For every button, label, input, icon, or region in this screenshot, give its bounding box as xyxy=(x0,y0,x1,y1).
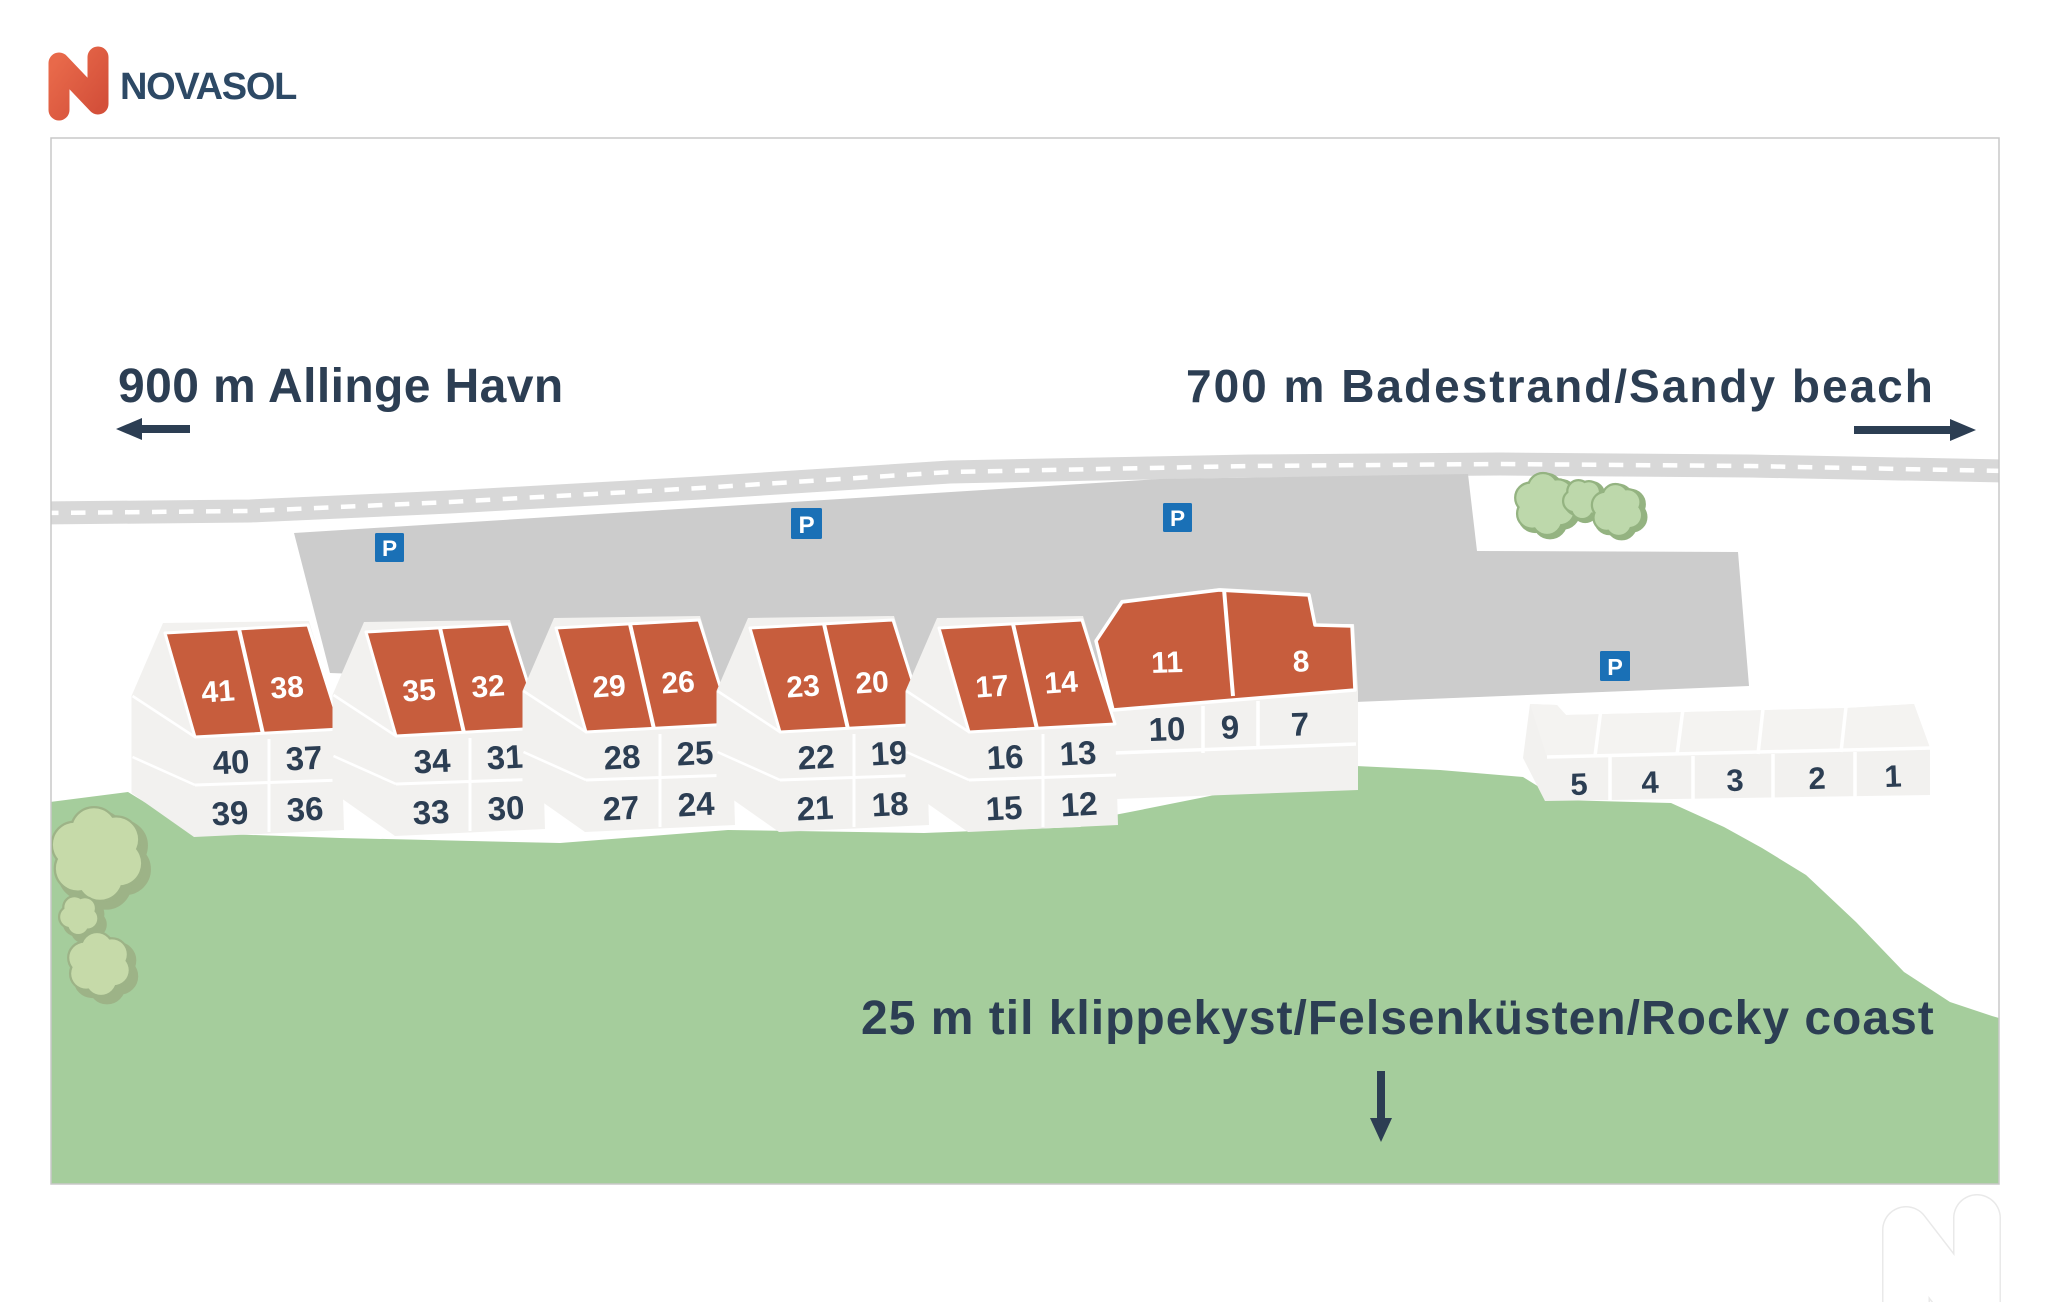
svg-text:12: 12 xyxy=(1060,785,1099,824)
svg-text:15: 15 xyxy=(985,789,1024,828)
svg-text:P: P xyxy=(798,512,814,539)
svg-text:14: 14 xyxy=(1043,665,1079,700)
svg-text:41: 41 xyxy=(200,674,236,709)
svg-text:5: 5 xyxy=(1570,767,1588,803)
svg-text:900 m Allinge Havn: 900 m Allinge Havn xyxy=(118,360,564,413)
svg-text:2: 2 xyxy=(1808,761,1826,797)
svg-text:8: 8 xyxy=(1292,645,1310,679)
svg-text:3: 3 xyxy=(1726,763,1744,799)
svg-text:40: 40 xyxy=(212,743,251,782)
svg-text:4: 4 xyxy=(1641,765,1660,801)
svg-text:9: 9 xyxy=(1220,708,1240,746)
svg-text:P: P xyxy=(1607,654,1623,680)
svg-text:17: 17 xyxy=(974,669,1010,704)
svg-text:38: 38 xyxy=(269,670,305,705)
svg-text:10: 10 xyxy=(1148,710,1186,748)
svg-text:24: 24 xyxy=(677,785,716,824)
svg-text:11: 11 xyxy=(1151,646,1184,680)
svg-text:34: 34 xyxy=(413,742,452,781)
svg-text:31: 31 xyxy=(486,738,525,777)
svg-text:20: 20 xyxy=(854,665,890,700)
svg-text:16: 16 xyxy=(986,738,1025,777)
svg-text:21: 21 xyxy=(796,789,835,828)
svg-text:22: 22 xyxy=(797,738,836,777)
svg-text:23: 23 xyxy=(785,669,821,704)
svg-text:26: 26 xyxy=(660,665,696,700)
svg-text:27: 27 xyxy=(602,789,641,828)
svg-text:32: 32 xyxy=(470,669,506,704)
svg-text:19: 19 xyxy=(870,734,909,773)
svg-text:29: 29 xyxy=(591,669,627,704)
svg-text:700 m Badestrand/Sandy beach: 700 m Badestrand/Sandy beach xyxy=(1186,360,1935,412)
svg-text:28: 28 xyxy=(603,738,642,777)
svg-text:NOVASOL: NOVASOL xyxy=(120,66,297,108)
svg-text:33: 33 xyxy=(412,793,451,832)
svg-text:13: 13 xyxy=(1059,734,1098,773)
svg-text:P: P xyxy=(382,536,397,561)
svg-text:39: 39 xyxy=(211,794,250,833)
svg-text:P: P xyxy=(1170,506,1185,531)
svg-text:1: 1 xyxy=(1884,759,1902,795)
svg-text:30: 30 xyxy=(487,789,526,828)
svg-text:25: 25 xyxy=(676,734,715,773)
svg-text:25 m til klippekyst/Felsenküst: 25 m til klippekyst/Felsenküsten/Rocky c… xyxy=(861,992,1935,1045)
svg-text:18: 18 xyxy=(871,785,910,824)
svg-text:37: 37 xyxy=(285,739,324,778)
svg-text:36: 36 xyxy=(286,790,325,829)
svg-text:35: 35 xyxy=(401,673,437,708)
svg-text:7: 7 xyxy=(1290,705,1310,743)
